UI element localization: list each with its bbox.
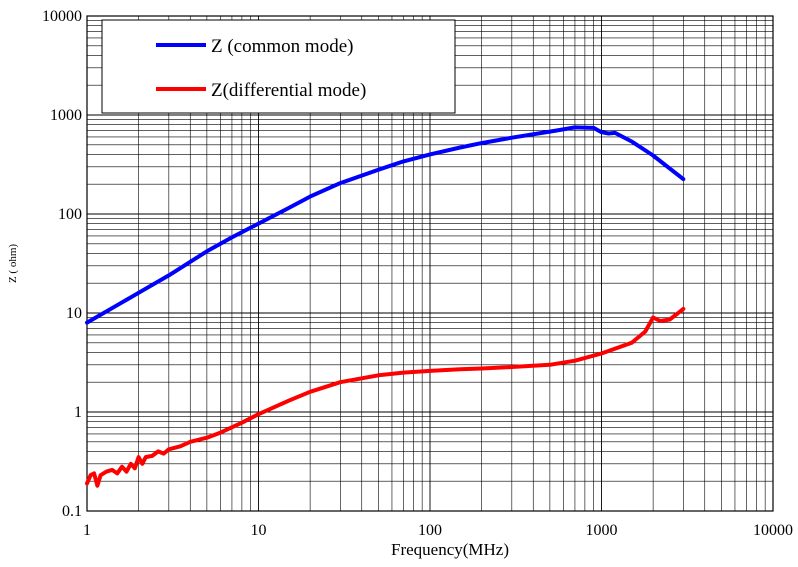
x-tick-label: 10 <box>251 522 267 539</box>
series-line-common-mode <box>85 125 686 325</box>
y-tick-label: 100 <box>58 206 82 223</box>
x-tick-label: 100 <box>418 522 442 539</box>
series-line-differential-mode <box>85 306 686 488</box>
series-layer <box>85 125 686 488</box>
y-tick-label: 1 <box>74 404 82 421</box>
x-tick-label: 1000 <box>586 522 618 539</box>
legend-label-differential-mode: Z(differential mode) <box>211 80 366 101</box>
legend-box <box>101 19 456 114</box>
x-tick-label: 10000 <box>753 522 793 539</box>
legend: Z (common mode) Z(differential mode) <box>101 19 456 114</box>
x-tick-label: 1 <box>83 522 91 539</box>
y-tick-label: 10 <box>66 305 82 322</box>
plot-frame <box>86 15 774 512</box>
legend-label-common-mode: Z (common mode) <box>211 36 353 57</box>
y-tick-label: 10000 <box>42 8 82 25</box>
x-axis-title: Frequency(MHz) <box>391 540 509 559</box>
y-tick-label: 1000 <box>50 107 82 124</box>
y-tick-label: 0.1 <box>62 503 82 520</box>
y-axis-title: Z ( ohm) <box>7 244 19 283</box>
